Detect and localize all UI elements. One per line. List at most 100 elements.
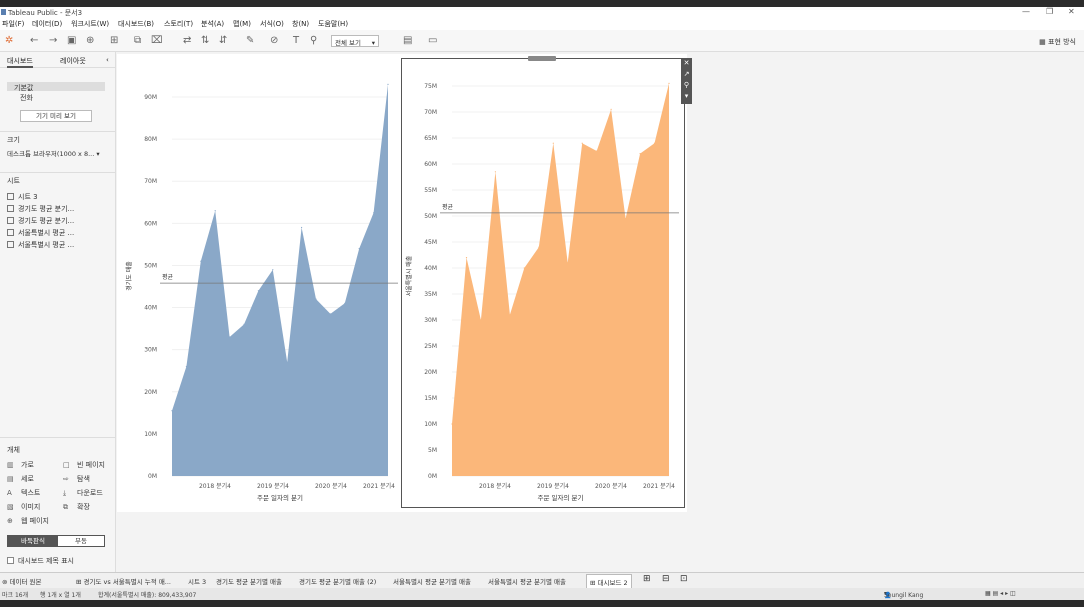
present-mode[interactable]: ▦ 표현 방식 — [1039, 37, 1076, 47]
device-default[interactable]: 기본값 — [14, 84, 34, 92]
new-worksheet-icon[interactable]: ⊞ — [643, 574, 651, 584]
menu-dashboard[interactable]: 대시보드(B) — [118, 20, 155, 28]
sheet-tab[interactable]: 시트 3 — [188, 578, 207, 586]
menu-window[interactable]: 창(N) — [292, 20, 310, 28]
fit-select[interactable]: 전체 보기 ▾ — [331, 35, 379, 47]
object-extension[interactable]: ⧉ 확장 — [63, 502, 90, 512]
x-tick-label: 2018 분기4 — [479, 482, 511, 490]
new-story-icon[interactable]: ⊡ — [680, 574, 688, 584]
sheet-item[interactable]: 시트 3 — [7, 192, 38, 202]
forward-icon[interactable]: → — [49, 35, 58, 46]
data-point — [451, 423, 453, 425]
sheet-item[interactable]: 서울특별시 평균 ... — [7, 240, 74, 250]
sheet-tab[interactable]: 경기도 평균 분기별 매출 (2) — [299, 578, 377, 586]
objects-header: 개체 — [7, 446, 20, 454]
object-image[interactable]: ▧ 이미지 — [7, 502, 40, 512]
dashboard-icon: ⊞ — [590, 579, 598, 587]
menu-data[interactable]: 데이터(D) — [32, 20, 63, 28]
sheet-tab[interactable]: 서울특별시 평균 분기별 매출 — [488, 578, 566, 586]
view-icons[interactable]: ▦ ▤ ◂ ▸ ◫ — [985, 590, 1016, 597]
sheet-tab[interactable]: 경기도 평균 분기별 매출 — [216, 578, 282, 586]
device-phone[interactable]: 전화 — [20, 94, 33, 102]
menu-map[interactable]: 맵(M) — [233, 20, 251, 28]
duplicate-icon[interactable]: ⧉ — [134, 35, 142, 46]
y-tick-label: 20M — [144, 389, 157, 396]
menu-help[interactable]: 도움말(H) — [318, 20, 349, 28]
device-preview-button[interactable]: 기기 미리 보기 — [20, 110, 92, 122]
dashboard-area: 0M 10M 20M 30M 40M 50M 60M 70M 80M 90M 평균 2018 분기4 2… — [117, 54, 692, 512]
object-horizontal[interactable]: ▥ 가로 — [7, 460, 34, 470]
more-options-icon[interactable]: ▾ — [684, 92, 689, 100]
sheet-tab[interactable]: ⊞ 경기도 vs 서울특별시 누적 매... — [76, 576, 171, 586]
new-sheet-icon[interactable]: ⊞ — [110, 35, 119, 46]
swap-icon[interactable]: ⇄ — [183, 35, 192, 46]
extension-icon: ⧉ — [63, 503, 68, 511]
tableau-logo-icon[interactable]: ✲ — [5, 35, 14, 46]
datasource-icon: ⊚ — [2, 578, 10, 586]
new-datasource-icon[interactable]: ⊕ — [86, 35, 95, 46]
divider — [0, 437, 116, 438]
y-tick-label: 75M — [424, 83, 437, 90]
goto-sheet-icon[interactable]: ↗ — [683, 70, 690, 78]
new-dashboard-icon[interactable]: ⊟ — [662, 574, 670, 584]
collapse-icon[interactable]: ‹ — [106, 56, 109, 64]
menu-analysis[interactable]: 분석(A) — [201, 20, 225, 28]
navigation-icon: ⇨ — [63, 475, 69, 483]
move-handle[interactable] — [528, 56, 556, 61]
sheet-item[interactable]: 경기도 평균 분기... — [7, 204, 74, 214]
save-icon[interactable]: ▣ — [67, 35, 77, 46]
menu-file[interactable]: 파일(F) — [2, 20, 25, 28]
checkbox[interactable] — [7, 557, 14, 564]
sort-desc-icon[interactable]: ⇵ — [219, 35, 228, 46]
status-sum: 합계(서울특별시 매출): 809,433,907 — [98, 592, 197, 599]
image-icon: ▧ — [7, 503, 14, 511]
tab-layout[interactable]: 레이아웃 — [60, 57, 86, 65]
pin-icon[interactable]: ⚲ — [310, 35, 318, 46]
data-point — [171, 410, 173, 412]
tab-dashboard[interactable]: 대시보드 — [7, 56, 33, 68]
y-tick-label: 25M — [424, 343, 437, 350]
data-point — [301, 226, 303, 229]
remove-icon[interactable]: ✕ — [683, 59, 690, 67]
sheet-item[interactable]: 경기도 평균 분기... — [7, 216, 74, 226]
menu-format[interactable]: 서식(O) — [260, 20, 284, 28]
data-point — [596, 150, 598, 152]
close-button[interactable]: ✕ — [1068, 7, 1075, 16]
clear-icon[interactable]: ⌧ — [151, 35, 163, 46]
group-icon[interactable]: ⊘ — [270, 35, 279, 46]
blank-icon: □ — [63, 461, 70, 469]
datasource-tab[interactable]: ⊚ 데이터 원본 — [2, 576, 41, 586]
minimize-button[interactable]: — — [1022, 7, 1030, 16]
user-menu[interactable]: 👤 Seungil Kang ▾ — [884, 590, 924, 599]
show-title-checkbox[interactable]: 대시보드 제목 표시 — [7, 556, 74, 566]
menu-story[interactable]: 스토리(T) — [164, 20, 194, 28]
show-cards-icon[interactable]: ▤ — [403, 35, 413, 46]
data-point — [243, 323, 245, 325]
object-text[interactable]: A 텍스트 — [7, 488, 40, 498]
menu-worksheet[interactable]: 워크시트(W) — [71, 20, 110, 28]
floating-option[interactable]: 부동 — [58, 536, 104, 546]
object-download[interactable]: ⤓ 다운로드 — [63, 488, 103, 498]
selected-zone-frame[interactable] — [401, 56, 685, 508]
object-label: 이미지 — [21, 503, 41, 511]
dashboard-tab-active[interactable]: ⊞ 대시보드 2 — [586, 574, 632, 590]
presentation-icon[interactable]: ▭ — [428, 35, 438, 46]
back-icon[interactable]: ← — [30, 35, 39, 46]
y-tick-label: 70M — [144, 178, 157, 185]
object-navigation[interactable]: ⇨ 탐색 — [63, 474, 90, 484]
highlight-icon[interactable]: ✎ — [246, 35, 255, 46]
filter-icon[interactable]: ⚲ — [683, 81, 690, 89]
sort-asc-icon[interactable]: ⇅ — [201, 35, 210, 46]
labels-icon[interactable]: T — [293, 35, 300, 46]
tiled-option[interactable]: 바둑판식 — [8, 536, 58, 546]
sheet-tab[interactable]: 서울특별시 평균 분기별 매출 — [393, 578, 471, 586]
y-tick-label: 15M — [424, 395, 437, 402]
object-blank[interactable]: □ 빈 페이지 — [63, 460, 105, 470]
sheet-item[interactable]: 서울특별시 평균 ... — [7, 228, 74, 238]
object-vertical[interactable]: ▤ 세로 — [7, 474, 34, 484]
object-webpage[interactable]: ⊕ 웹 페이지 — [7, 516, 49, 526]
size-select[interactable]: 데스크톱 브라우저(1000 x 8... ▾ — [7, 148, 107, 158]
dashboard-charts: 0M 10M 20M 30M 40M 50M 60M 70M 80M 90M 평균 2018 분기4 2… — [125, 82, 679, 502]
maximize-button[interactable]: ❐ — [1046, 7, 1054, 16]
object-label: 확장 — [77, 503, 90, 511]
